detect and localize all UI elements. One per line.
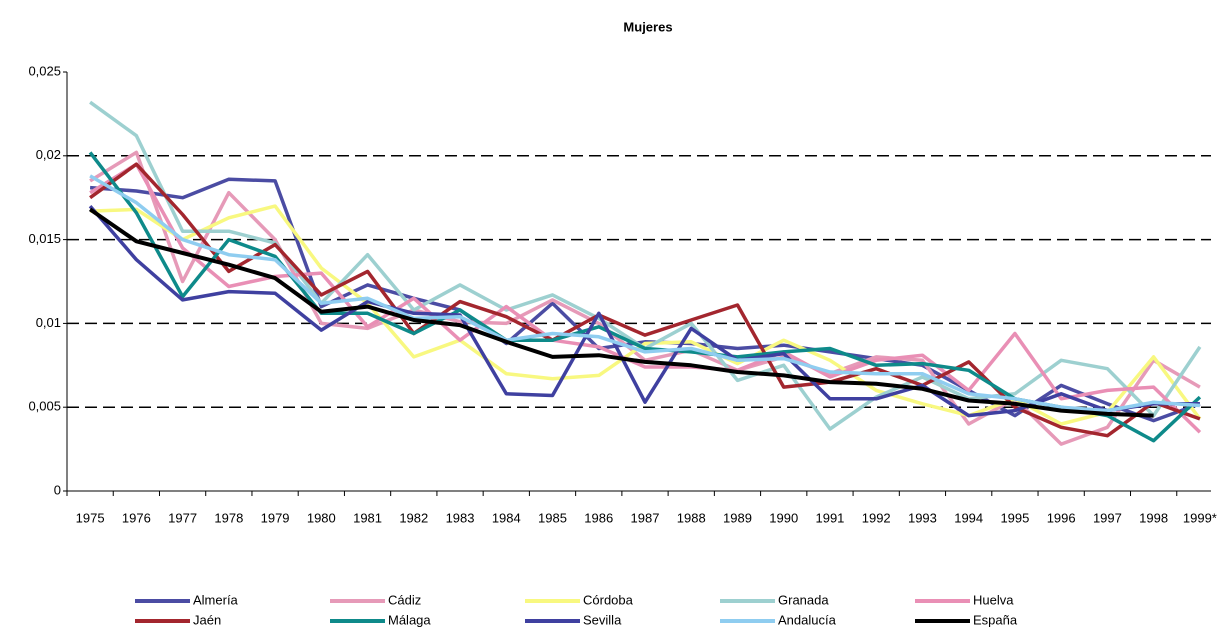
series-line [89, 162, 1202, 434]
x-tick-label: 1991 [815, 510, 844, 525]
x-tick-label: 1999* [1183, 510, 1217, 525]
series-line [89, 177, 1201, 423]
x-tick-label: 1979 [261, 510, 290, 525]
series-line [89, 174, 1201, 413]
x-tick-label: 1997 [1093, 510, 1122, 525]
legend-label: Almería [193, 592, 239, 607]
legend-label: Málaga [388, 612, 431, 627]
x-tick-label: 1980 [307, 510, 336, 525]
legend-label: Sevilla [583, 612, 622, 627]
x-tick-label: 1992 [862, 510, 891, 525]
y-tick-label: 0,01 [36, 315, 61, 330]
x-tick-label: 1978 [214, 510, 243, 525]
x-tick-label: 1995 [1000, 510, 1029, 525]
series-line [89, 162, 1201, 438]
y-tick-label: 0,005 [28, 399, 61, 414]
y-tick-label: 0,025 [28, 63, 61, 78]
x-tick-label: 1988 [677, 510, 706, 525]
x-tick-label: 1994 [954, 510, 983, 525]
x-tick-label: 1981 [353, 510, 382, 525]
x-tick-label: 1996 [1047, 510, 1076, 525]
x-tick-label: 1989 [723, 510, 752, 525]
legend-label: Granada [778, 592, 829, 607]
chart-title: Mujeres [623, 19, 672, 34]
legend-label: Córdoba [583, 592, 634, 607]
legend-label: Huelva [973, 592, 1014, 607]
legend-label: Cádiz [388, 592, 421, 607]
series-line [88, 207, 1154, 418]
x-tick-label: 1993 [908, 510, 937, 525]
x-tick-label: 1986 [584, 510, 613, 525]
legend-label: Andalucía [778, 612, 837, 627]
legend-label: Jaén [193, 612, 221, 627]
y-tick-label: 0,015 [28, 231, 61, 246]
x-tick-label: 1977 [168, 510, 197, 525]
x-tick-label: 1990 [769, 510, 798, 525]
x-tick-label: 1975 [76, 510, 105, 525]
series-line [88, 151, 1202, 443]
x-tick-label: 1983 [446, 510, 475, 525]
x-tick-label: 1998 [1139, 510, 1168, 525]
x-tick-label: 1982 [399, 510, 428, 525]
x-tick-label: 1987 [631, 510, 660, 525]
x-tick-label: 1985 [538, 510, 567, 525]
legend-label: España [973, 612, 1018, 627]
series-line [89, 100, 1202, 431]
y-tick-label: 0,02 [36, 147, 61, 162]
y-tick-label: 0 [54, 482, 61, 497]
series-line [88, 204, 1200, 418]
x-tick-label: 1976 [122, 510, 151, 525]
x-tick-label: 1984 [492, 510, 521, 525]
